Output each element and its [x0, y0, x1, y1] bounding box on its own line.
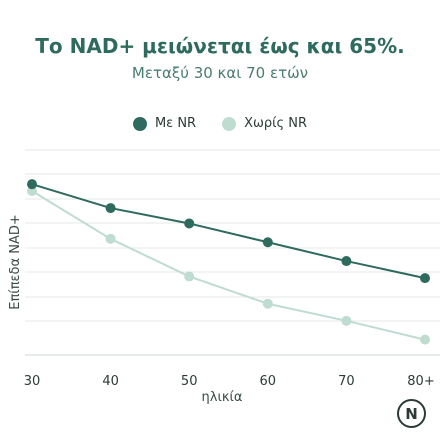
legend: Με NR Χωρίς NR — [0, 116, 440, 131]
data-point — [262, 298, 273, 309]
data-point — [341, 315, 352, 326]
x-tick-label: 70 — [338, 374, 355, 389]
data-point — [262, 237, 273, 248]
legend-item-without-nr: Χωρίς NR — [222, 116, 307, 131]
data-point — [184, 271, 195, 282]
legend-item-with-nr: Με NR — [132, 116, 197, 131]
y-axis-label: Επίπεδα NAD+ — [8, 214, 23, 309]
legend-label-with-nr: Με NR — [154, 116, 197, 131]
series-line — [31, 183, 426, 280]
chart-subtitle: Μεταξύ 30 και 70 ετών — [131, 64, 309, 82]
x-tick-label: 60 — [260, 374, 277, 389]
series-1 — [27, 186, 430, 345]
series-0 — [27, 179, 430, 284]
brand-logo: N — [397, 399, 426, 428]
x-tick-label: 50 — [181, 374, 198, 389]
data-point — [420, 273, 430, 284]
series-layer — [27, 179, 430, 345]
x-tick-labels: 30 40 50 60 70 80+ — [24, 374, 435, 389]
chart-title: Το NAD+ μειώνεται έως και 65%. — [35, 34, 405, 58]
data-point — [420, 334, 430, 345]
grid-lines — [25, 149, 440, 356]
x-tick-label: 80+ — [407, 374, 434, 389]
x-axis-label: ηλικία — [202, 390, 243, 405]
data-point — [105, 203, 116, 214]
data-point — [27, 179, 37, 190]
data-point — [105, 233, 116, 244]
legend-swatch-with-nr — [132, 116, 147, 131]
data-point — [341, 256, 352, 267]
series-line — [31, 190, 426, 341]
legend-swatch-without-nr — [222, 116, 237, 131]
brand-logo-letter: N — [405, 404, 418, 423]
x-tick-label: 30 — [24, 374, 41, 389]
legend-label-without-nr: Χωρίς NR — [244, 116, 308, 131]
data-point — [27, 186, 37, 196]
data-point — [184, 218, 195, 229]
x-tick-label: 40 — [102, 374, 119, 389]
